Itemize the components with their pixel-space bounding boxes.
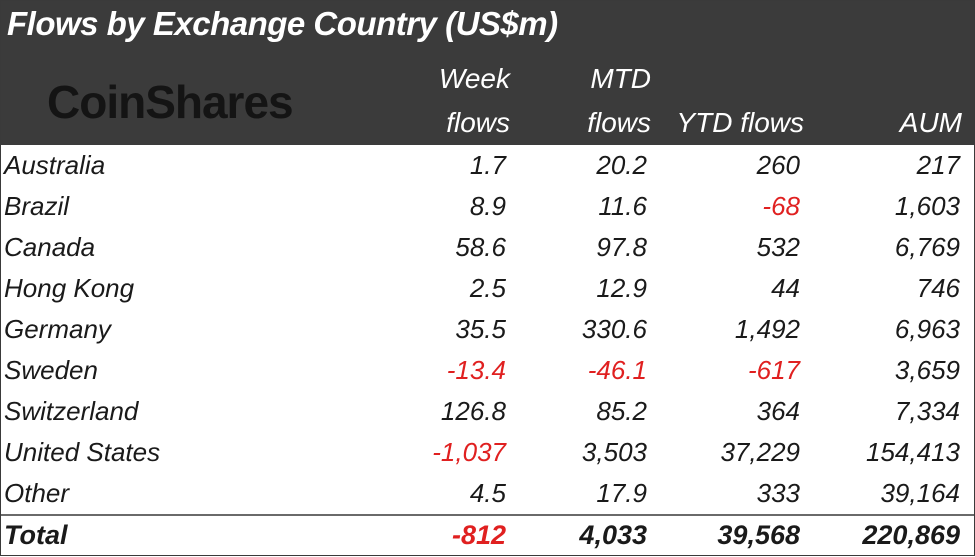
cell-ytd: -617 — [747, 355, 800, 385]
country-name: Sweden — [4, 355, 98, 385]
cell-ytd: 44 — [771, 273, 800, 303]
cell-week: -13.4 — [446, 355, 506, 385]
total-row: Total -812 4,033 39,568 220,869 — [1, 516, 974, 557]
cell-ytd: 1,492 — [734, 314, 800, 344]
cell-aum: 7,334 — [894, 396, 960, 426]
cell-ytd: 37,229 — [720, 437, 800, 467]
cell-mtd: 85.2 — [596, 396, 647, 426]
cell-week: 126.8 — [440, 396, 506, 426]
cell-week: 8.9 — [469, 191, 506, 221]
cell-mtd: 4,033 — [579, 520, 647, 550]
cell-aum: 220,869 — [862, 520, 960, 550]
col-week-header-line2: flows — [446, 107, 510, 138]
col-ytd-header: YTD flows — [676, 107, 804, 138]
country-name: Canada — [4, 232, 96, 262]
cell-week: 35.5 — [455, 314, 506, 344]
cell-aum: 3,659 — [894, 355, 960, 385]
cell-mtd: 3,503 — [581, 437, 647, 467]
cell-aum: 746 — [916, 273, 960, 303]
cell-ytd: 39,568 — [717, 520, 800, 550]
country-name: Hong Kong — [4, 273, 135, 303]
cell-ytd: 532 — [756, 232, 800, 262]
cell-mtd: 330.6 — [581, 314, 647, 344]
table-row: Hong Kong 2.5 12.9 44 746 — [1, 269, 974, 310]
country-name: Other — [4, 478, 70, 508]
cell-week: -812 — [451, 520, 506, 550]
col-week-header-line1: Week — [438, 63, 510, 94]
cell-mtd: -46.1 — [587, 355, 647, 385]
cell-ytd: 260 — [756, 150, 800, 180]
cell-ytd: 333 — [756, 478, 800, 508]
table-row: Switzerland 126.8 85.2 364 7,334 — [1, 392, 974, 433]
country-name: Australia — [4, 150, 106, 180]
coinshares-logo: CoinShares — [47, 76, 294, 128]
cell-week: 4.5 — [469, 478, 506, 508]
col-mtd-header-line1: MTD — [590, 63, 651, 94]
table-row: Brazil 8.9 11.6 -68 1,603 — [1, 187, 974, 228]
total-divider — [1, 514, 974, 516]
table-title: Flows by Exchange Country (US$m) — [7, 5, 558, 42]
cell-aum: 6,963 — [894, 314, 960, 344]
cell-mtd: 17.9 — [596, 478, 647, 508]
cell-aum: 39,164 — [880, 478, 960, 508]
table-row: Other 4.5 17.9 333 39,164 — [1, 474, 974, 515]
cell-aum: 1,603 — [894, 191, 960, 221]
cell-week: 1.7 — [469, 150, 506, 180]
cell-week: -1,037 — [432, 437, 506, 467]
country-name: United States — [4, 437, 161, 467]
cell-mtd: 12.9 — [596, 273, 647, 303]
total-label: Total — [4, 520, 68, 550]
table-row: Germany 35.5 330.6 1,492 6,963 — [1, 310, 974, 351]
cell-aum: 217 — [916, 150, 960, 180]
cell-mtd: 97.8 — [596, 232, 647, 262]
cell-mtd: 20.2 — [596, 150, 647, 180]
cell-week: 58.6 — [455, 232, 506, 262]
table-row: Sweden -13.4 -46.1 -617 3,659 — [1, 351, 974, 392]
table-header: Flows by Exchange Country (US$m) CoinSha… — [1, 1, 974, 145]
table-row: Australia 1.7 20.2 260 217 — [1, 146, 974, 187]
cell-week: 2.5 — [469, 273, 506, 303]
country-name: Switzerland — [4, 396, 139, 426]
cell-ytd: -68 — [762, 191, 800, 221]
cell-aum: 154,413 — [866, 437, 960, 467]
table-row: Canada 58.6 97.8 532 6,769 — [1, 228, 974, 269]
cell-ytd: 364 — [756, 396, 800, 426]
cell-aum: 6,769 — [894, 232, 960, 262]
country-name: Germany — [4, 314, 111, 344]
col-mtd-header-line2: flows — [587, 107, 651, 138]
cell-mtd: 11.6 — [598, 191, 647, 221]
table-row: United States -1,037 3,503 37,229 154,413 — [1, 433, 974, 474]
country-name: Brazil — [4, 191, 70, 221]
col-aum-header: AUM — [899, 107, 962, 138]
